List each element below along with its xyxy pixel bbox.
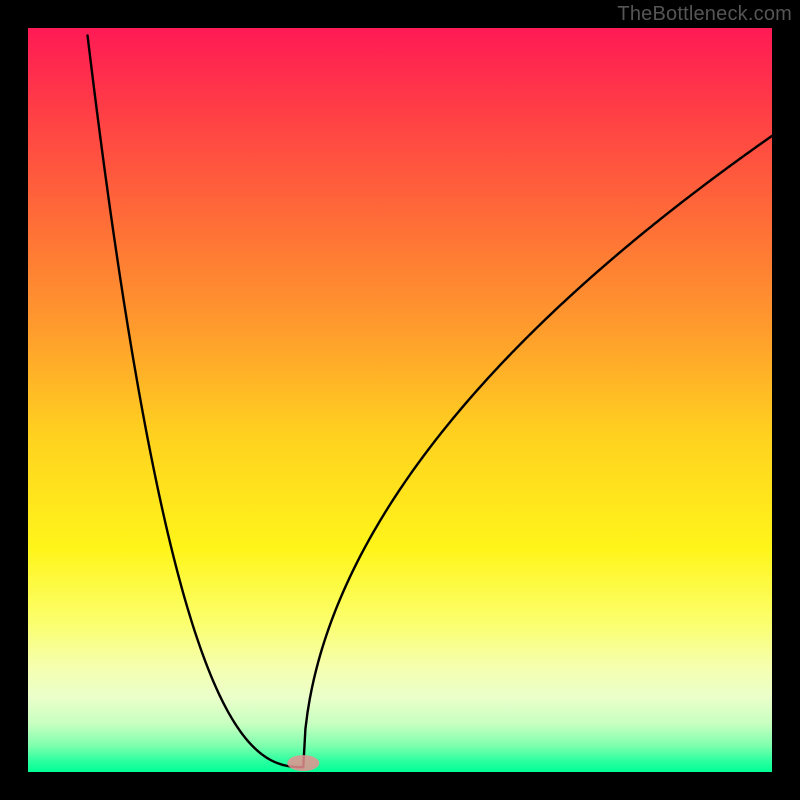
bottleneck-curve-chart: [0, 0, 800, 800]
optimum-marker: [287, 755, 319, 771]
watermark-text: TheBottleneck.com: [617, 3, 792, 26]
